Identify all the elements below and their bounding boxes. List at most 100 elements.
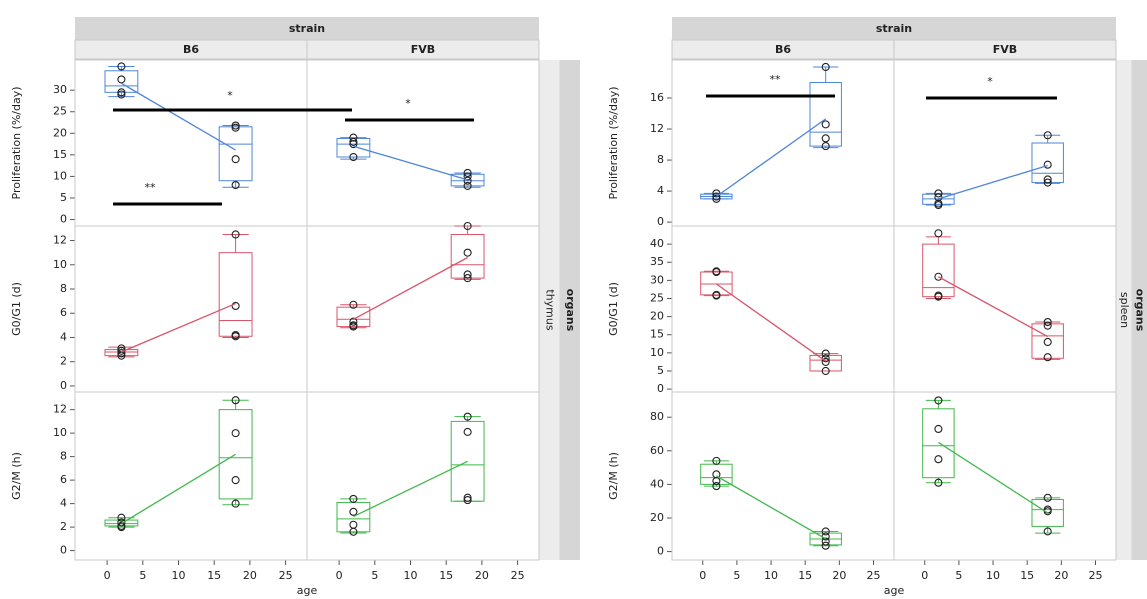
y-tick-label: 12 [650, 122, 664, 135]
row-strip-title: organs [1133, 289, 1146, 332]
y-tick-label: 10 [53, 258, 67, 271]
point [231, 476, 240, 485]
point [349, 507, 358, 516]
cell [74, 391, 308, 561]
box [700, 271, 733, 296]
point [463, 248, 472, 257]
strip [1131, 60, 1147, 560]
point [231, 332, 240, 341]
y-tick-label: 0 [657, 545, 664, 558]
mean-line [353, 256, 468, 320]
x-tick-label: 0 [336, 569, 343, 582]
y-tick-label: 5 [60, 191, 67, 204]
strip [306, 39, 540, 60]
strip [75, 17, 539, 40]
x-axis-label: age [297, 584, 318, 597]
x-tick-label: 0 [699, 569, 706, 582]
significance-label: * [227, 89, 233, 102]
y-axis-label: Proliferation (%/day) [607, 86, 620, 199]
y-tick-label: 15 [650, 328, 664, 341]
point [1043, 160, 1052, 169]
mean-line [121, 453, 236, 525]
y-axis-label: Proliferation (%/day) [10, 86, 23, 199]
strip [672, 17, 1116, 40]
y-tick-label: 10 [650, 346, 664, 359]
box [218, 409, 253, 500]
column-label: B6 [183, 43, 199, 56]
cell [306, 391, 540, 561]
y-tick-label: 16 [650, 91, 664, 104]
point [1043, 527, 1052, 536]
point [1043, 131, 1052, 140]
point [712, 476, 721, 486]
x-tick-label: 5 [371, 569, 378, 582]
y-tick-label: 20 [53, 126, 67, 139]
x-tick-label: 20 [832, 569, 846, 582]
box [104, 70, 139, 93]
significance-label: ** [145, 181, 157, 194]
point [117, 90, 126, 99]
y-tick-label: 30 [53, 83, 67, 96]
box [809, 81, 842, 147]
point [1043, 178, 1052, 187]
point [1043, 317, 1052, 327]
y-tick-label: 4 [60, 330, 67, 343]
point [934, 396, 943, 405]
point [821, 62, 830, 72]
x-tick-label: 15 [207, 569, 221, 582]
x-tick-label: 10 [172, 569, 186, 582]
point [463, 181, 472, 190]
point [463, 168, 472, 178]
point [712, 456, 721, 465]
row-strip-label: spleen [1118, 292, 1131, 328]
y-tick-label: 0 [657, 382, 664, 395]
point [821, 120, 830, 129]
point [712, 482, 721, 491]
point [117, 88, 126, 97]
significance-label: ** [770, 73, 782, 86]
cell [74, 59, 308, 227]
point [1043, 353, 1052, 362]
point [117, 75, 126, 84]
point [349, 322, 358, 331]
point [349, 494, 358, 503]
cell [893, 391, 1117, 561]
point [1043, 321, 1052, 330]
point [349, 140, 358, 149]
point [821, 527, 830, 536]
mean-line [938, 276, 1049, 338]
y-tick-label: 6 [60, 473, 67, 486]
box [218, 126, 253, 182]
point [821, 357, 830, 366]
point [117, 513, 126, 522]
y-tick-label: 60 [650, 444, 664, 457]
point [821, 142, 830, 151]
point [463, 221, 472, 231]
column-label: FVB [993, 43, 1017, 56]
cell [671, 225, 895, 393]
box [922, 408, 955, 479]
point [934, 272, 943, 281]
strip [893, 39, 1117, 60]
point [934, 455, 943, 464]
mean-line [353, 460, 468, 518]
cell [893, 225, 1117, 393]
y-tick-label: 30 [650, 273, 664, 286]
y-tick-label: 0 [60, 544, 67, 557]
strip-title: strain [876, 22, 912, 35]
y-tick-label: 10 [53, 426, 67, 439]
y-tick-label: 40 [650, 237, 664, 250]
point [821, 366, 830, 376]
point [934, 189, 943, 198]
point [1043, 175, 1052, 184]
box [922, 243, 955, 298]
x-tick-label: 20 [243, 569, 257, 582]
y-tick-label: 4 [60, 497, 67, 510]
y-axis-label: G0/G1 (d) [607, 282, 620, 336]
mean-line [938, 441, 1049, 514]
box [700, 463, 733, 485]
box [450, 173, 485, 187]
cell [671, 59, 895, 227]
x-tick-label: 20 [1054, 569, 1068, 582]
